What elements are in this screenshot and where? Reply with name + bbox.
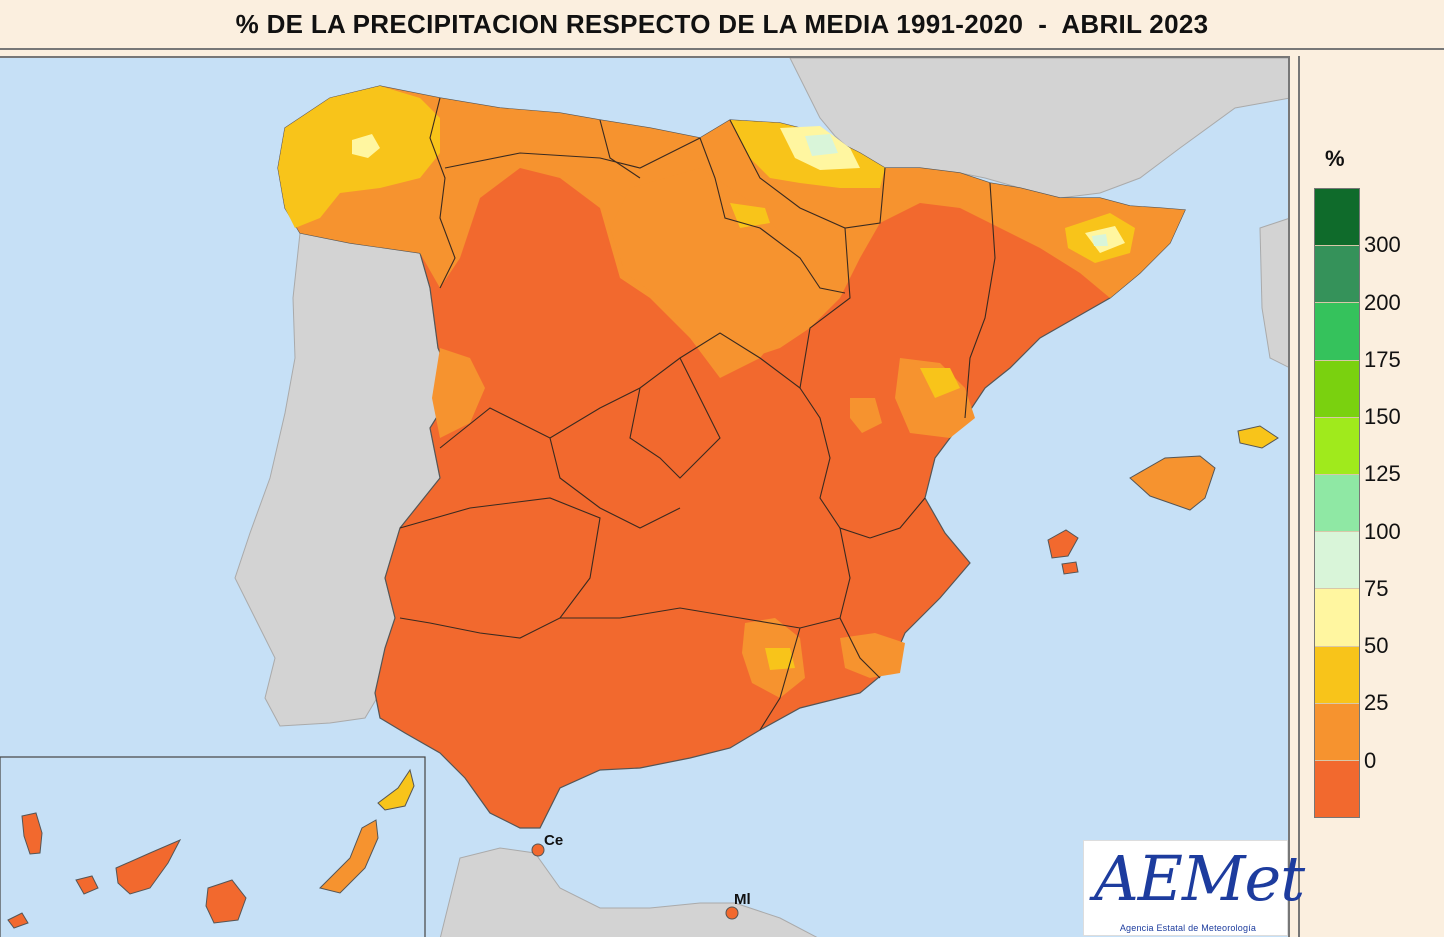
zone-75-100-catalonia	[1092, 234, 1108, 246]
legend-tick-label: 50	[1364, 633, 1389, 659]
la-palma-island	[21, 812, 43, 855]
legend-swatch-8	[1315, 646, 1359, 704]
aemet-logo-word: AEMet	[1094, 842, 1305, 915]
legend-tick-label: 125	[1364, 461, 1401, 487]
zone-25-50-valencia	[920, 368, 960, 398]
map-svg: Ce Ml	[0, 58, 1288, 937]
gran-canaria-island	[205, 879, 247, 924]
legend-swatch-7	[1315, 589, 1359, 647]
ibiza-island	[1047, 529, 1079, 559]
menorca-island	[1237, 425, 1279, 449]
legend-tick-label: 25	[1364, 690, 1389, 716]
legend-swatch-6	[1315, 532, 1359, 590]
canary-islands	[7, 768, 415, 929]
legend-swatch-1	[1315, 246, 1359, 304]
legend-tick-label: 150	[1364, 404, 1401, 430]
tenerife-island	[115, 838, 182, 895]
aemet-logo-subtitle: Agencia Estatal de Meteorología	[1119, 923, 1257, 933]
region-borders	[399, 97, 996, 731]
map-title: % DE LA PRECIPITACION RESPECTO DE LA MED…	[235, 8, 1209, 39]
la-gomera-island	[75, 875, 99, 895]
ceuta-label: Ce	[544, 832, 563, 849]
title-bar: % DE LA PRECIPITACION RESPECTO DE LA MED…	[0, 0, 1444, 50]
aemet-logo: AEMet Agencia Estatal de Meteorología	[1083, 840, 1305, 936]
legend-tick-label: 100	[1364, 518, 1401, 544]
city-markers: Ce Ml	[531, 832, 751, 920]
morocco-land	[439, 847, 818, 937]
sardinia-land	[1259, 218, 1288, 368]
el-hierro-island	[7, 912, 29, 929]
legend-swatch-2	[1315, 303, 1359, 361]
melilla-marker	[725, 906, 739, 920]
legend-swatch-0	[1315, 189, 1359, 247]
zone-0-25-west	[432, 348, 485, 438]
legend-unit: %	[1325, 146, 1345, 171]
legend-swatch-3	[1315, 360, 1359, 418]
legend-tick-label: 175	[1364, 346, 1401, 372]
mallorca-island	[1129, 455, 1216, 511]
legend-tick-label: 200	[1364, 289, 1401, 315]
zone-25-50-galicia	[278, 86, 440, 228]
zone-75-100-navarra	[805, 134, 838, 156]
legend-color-bar	[1314, 188, 1360, 818]
formentera-island	[1061, 561, 1079, 575]
legend-tick-label: 0	[1364, 747, 1377, 773]
zone-25-50-murcia	[765, 648, 795, 670]
lanzarote-island	[377, 768, 415, 811]
melilla-label: Ml	[734, 891, 751, 908]
fuerteventura-island	[319, 819, 379, 894]
ceuta-marker	[531, 843, 545, 857]
legend-swatch-4	[1315, 417, 1359, 475]
zone-0-25-south-b	[840, 633, 905, 678]
legend-tick-label: 300	[1364, 232, 1401, 258]
zone-50-75-galicia	[352, 134, 380, 158]
legend-swatch-9	[1315, 703, 1359, 761]
zone-0-25-east-b	[850, 398, 882, 433]
legend-swatch-10	[1315, 760, 1359, 818]
precipitation-map: Ce Ml	[0, 56, 1290, 937]
legend-swatch-5	[1315, 474, 1359, 533]
legend-tick-label: 75	[1364, 575, 1389, 601]
